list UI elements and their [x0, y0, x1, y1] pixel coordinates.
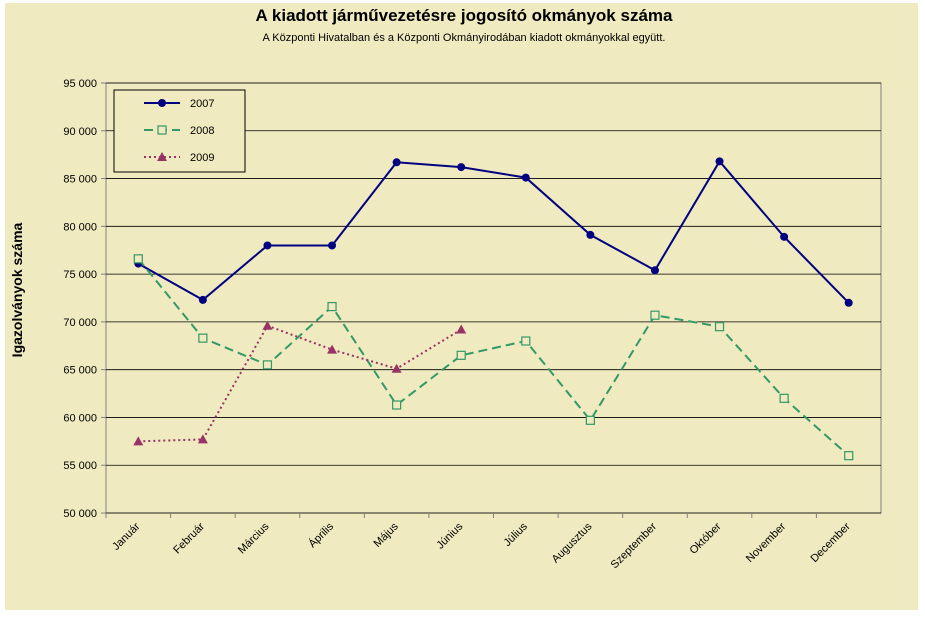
legend-marker: [157, 152, 167, 161]
y-tick-label: 50 000: [63, 508, 97, 520]
point: [457, 163, 466, 172]
legend-label: 2007: [190, 98, 214, 110]
point: [392, 158, 401, 167]
y-axis-label: Igazolványok száma: [9, 222, 25, 357]
point: [780, 232, 789, 241]
y-tick-label: 85 000: [63, 174, 97, 186]
chart-title: A kiadott járművezetésre jogosító okmány…: [256, 6, 673, 25]
point: [779, 393, 789, 403]
point: [650, 310, 660, 320]
point: [197, 434, 208, 444]
point: [328, 241, 337, 250]
point: [327, 344, 338, 354]
point: [521, 336, 531, 346]
point: [521, 173, 530, 182]
point: [392, 400, 402, 410]
point: [263, 241, 272, 250]
point: [198, 333, 208, 343]
legend-label: 2009: [190, 152, 214, 164]
point: [844, 298, 853, 307]
y-tick-label: 70 000: [63, 317, 97, 329]
point: [714, 322, 725, 332]
legend-marker: [158, 99, 166, 107]
point: [844, 451, 854, 461]
y-tick-label: 75 000: [63, 269, 97, 281]
chart-subtitle: A Központi Hivatalban és a Központi Okmá…: [263, 32, 666, 44]
point: [585, 415, 595, 425]
legend-label: 2008: [190, 125, 214, 137]
point: [262, 320, 273, 330]
point: [650, 266, 659, 275]
y-tick-label: 95 000: [63, 78, 97, 90]
y-tick-label: 60 000: [63, 412, 97, 424]
point: [262, 360, 273, 370]
y-tick-label: 90 000: [63, 126, 97, 138]
point: [198, 295, 207, 304]
y-tick-label: 65 000: [63, 365, 97, 377]
legend-marker: [157, 125, 167, 135]
y-tick-label: 55 000: [63, 460, 97, 472]
point: [133, 254, 143, 264]
point: [133, 436, 144, 446]
point: [391, 363, 402, 373]
point: [586, 230, 595, 239]
point: [456, 324, 467, 334]
y-tick-label: 80 000: [63, 221, 97, 233]
point: [327, 302, 337, 312]
point: [715, 157, 724, 166]
point: [456, 350, 466, 360]
series-line: [137, 159, 850, 304]
series-line: [137, 258, 850, 457]
